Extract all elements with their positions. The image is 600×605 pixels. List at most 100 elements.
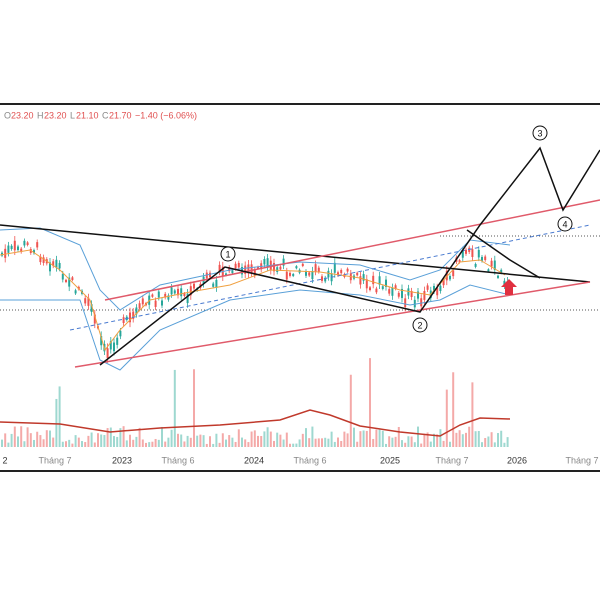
volume-bar [234,441,237,447]
volume-bar [305,428,307,447]
volume-bar [458,430,461,447]
volume-bar [353,427,355,447]
candle-body [439,285,442,292]
volume-bar [279,434,282,447]
candle-body [154,300,157,307]
volume-bar [103,435,106,447]
x-axis-label: Tháng 7 [565,455,598,465]
candle-body [423,291,426,300]
volume-bar [247,442,250,447]
volume-bar [397,426,400,447]
x-axis-label: Tháng 6 [293,455,326,465]
volume-bar [269,431,272,447]
candle-body [388,289,391,294]
candle-body [138,303,141,309]
candle-body [20,248,23,253]
candle-body [84,298,87,304]
candle-body [39,256,42,263]
volume-bar [228,435,231,447]
volume-bar [113,436,115,447]
volume-bar [391,437,394,447]
volume-bar [481,442,483,447]
ohlc-label: O [4,110,11,120]
volume-bar [340,440,343,447]
candle-body [301,263,304,267]
volume-bar [375,429,378,447]
candle-body [481,256,483,261]
volume-bar [97,433,99,447]
candle-body [471,249,474,257]
volume-bar [365,430,368,447]
candle-body [394,285,397,289]
volume-bar [180,434,183,447]
candle-body [282,258,285,266]
candle-body [266,258,269,267]
candle-body [433,285,435,292]
volume-bar [359,431,362,447]
volume-bar [241,437,243,447]
wave-circle [532,125,548,141]
x-axis-label: Tháng 7 [435,455,468,465]
volume-bar [308,438,311,447]
candle-body [167,295,170,300]
candle-body [7,245,10,253]
volume-bar [257,435,259,447]
trend-line [0,224,591,283]
volume-bar [68,439,71,447]
channel-mid [69,224,591,331]
wave-circle [412,317,428,333]
candle-body [465,249,467,254]
volume-bar [202,435,205,447]
candle-body [244,265,247,274]
candle-body [90,304,93,312]
volume-bar [151,441,154,447]
volume-bar [170,429,173,447]
volume-bar [119,428,122,447]
candle-body [461,250,464,258]
ohlc-value: 21.10 [76,110,99,120]
volume-bar [199,434,202,447]
candle-body [375,288,378,293]
volume-bar [330,431,333,447]
candle-body [311,270,314,280]
candle-body [458,260,461,263]
volume-bar [93,442,96,447]
candle-body [170,287,173,295]
candle-body [420,298,423,307]
volume-ma [0,409,511,437]
volume-bar [4,433,7,447]
volume-bar [36,431,39,447]
volume-bar [129,434,131,447]
volume-bar [33,439,35,447]
volume-bar [7,442,10,447]
candle-body [218,264,221,272]
volume-bar [301,433,304,447]
volume-bar [173,369,176,447]
volume-bar [209,436,211,447]
candle-body [74,290,77,294]
candle-body [119,330,122,337]
volume-bar [61,441,64,447]
volume-bar [388,436,391,447]
volume-bar [225,439,227,447]
candle-body [285,271,288,280]
candle-body [404,298,407,307]
volume-bar [461,434,464,447]
candle-body [215,279,218,288]
volume-bar [161,426,163,447]
volume-bar [343,431,346,447]
candle-body [52,261,55,266]
candle-body [385,279,387,287]
volume-bar [442,440,445,447]
volume-bar [311,426,314,447]
candle-body [65,279,67,283]
candle-body [378,276,381,285]
candle-body [13,240,16,251]
volume-bar [106,428,109,447]
ohlc-value: 21.70 [109,110,132,120]
candle-body [308,272,311,276]
volume-bar [266,427,269,447]
volume-bar [42,439,45,447]
volume-bar [292,443,295,447]
volume-bar [385,443,387,447]
